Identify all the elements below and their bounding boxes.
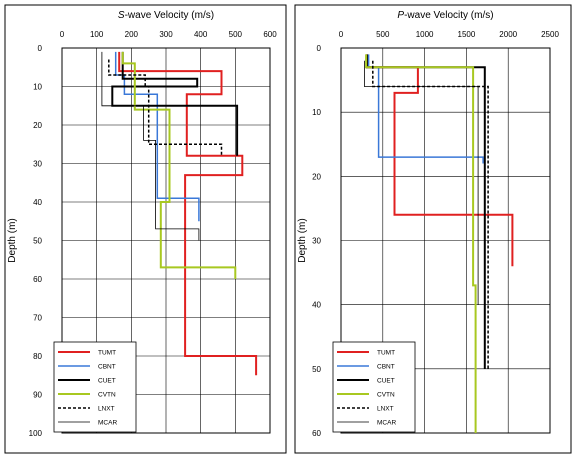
chart-title-italic: P (397, 10, 404, 21)
x-tick-label: 2500 (541, 30, 559, 39)
y-tick-label: 100 (29, 429, 43, 438)
legend-label-cvtn: CVTN (377, 392, 395, 399)
x-tick-label: 100 (90, 30, 104, 39)
x-tick-label: 1500 (458, 30, 476, 39)
y-tick-label: 50 (33, 237, 42, 246)
y-tick-label: 30 (312, 237, 321, 246)
series-line-lnxt (108, 59, 223, 156)
legend-label-mcar: MCAR (377, 420, 396, 427)
y-tick-label: 90 (33, 391, 42, 400)
y-tick-label: 0 (317, 44, 322, 53)
legend-label-cvtn: CVTN (98, 392, 116, 399)
series-line-cvtn (121, 51, 237, 279)
x-tick-label: 2000 (499, 30, 517, 39)
plot-area (61, 47, 271, 434)
legend: TUMT CBNT CUET CVTN LNXT MCAR (53, 341, 137, 433)
series-line-mcar (101, 51, 200, 241)
chart-title-italic: S (118, 10, 125, 21)
series-line-tumt (118, 51, 258, 376)
y-tick-label: 60 (33, 275, 42, 284)
legend-label-tumt: TUMT (98, 350, 116, 357)
legend-label-tumt: TUMT (377, 350, 395, 357)
y-tick-label: 10 (33, 83, 42, 92)
legend: TUMT CBNT CUET CVTN LNXT MCAR (332, 341, 416, 433)
y-tick-label: 0 (38, 44, 43, 53)
legend-box (53, 341, 137, 433)
chart-panel-2: P-wave Velocity (m/s)0 500 1000 1500 2000 250… (294, 4, 572, 454)
chart-title: P-wave Velocity (m/s) (397, 10, 493, 21)
chart-panel-1: S-wave Velocity (m/s)0 100 200 300 400 500 600… (4, 4, 287, 454)
series-line-lnxt (372, 60, 489, 369)
series-line-mcar (363, 60, 479, 305)
legend-label-lnxt: LNXT (98, 406, 115, 413)
y-tick-label: 60 (312, 429, 321, 438)
x-tick-label: 500 (376, 30, 390, 39)
series-line-cvtn (365, 54, 477, 433)
y-tick-label: 20 (312, 172, 321, 181)
legend-label-cuet: CUET (98, 378, 116, 385)
y-tick-label: 20 (33, 121, 42, 130)
x-tick-label: 300 (159, 30, 173, 39)
y-tick-label: 70 (33, 314, 42, 323)
panel-frame (4, 4, 287, 454)
x-tick-label: 400 (194, 30, 208, 39)
legend-label-mcar: MCAR (98, 420, 117, 427)
x-tick-label: 0 (339, 30, 344, 39)
y-tick-label: 30 (33, 160, 42, 169)
x-tick-label: 1000 (416, 30, 434, 39)
legend-label-cbnt: CBNT (98, 364, 116, 371)
y-tick-label: 10 (312, 108, 321, 117)
series-line-cuet (365, 54, 486, 369)
y-tick-label: 50 (312, 365, 321, 374)
legend-label-cbnt: CBNT (377, 364, 395, 371)
series-line-cuet (111, 51, 239, 156)
y-tick-label: 40 (33, 198, 42, 207)
chart-title-rest: -wave Velocity (m/s) (125, 10, 214, 21)
y-axis-label: Depth (m) (7, 218, 18, 262)
series-line-cbnt (114, 51, 200, 222)
x-tick-label: 0 (60, 30, 65, 39)
plot-area (340, 47, 551, 434)
panel-frame (294, 4, 572, 454)
chart-title-rest: -wave Velocity (m/s) (404, 10, 493, 21)
y-tick-label: 40 (312, 301, 321, 310)
legend-label-cuet: CUET (377, 378, 395, 385)
x-tick-label: 200 (125, 30, 139, 39)
x-tick-label: 500 (229, 30, 243, 39)
chart-title: S-wave Velocity (m/s) (118, 10, 214, 21)
legend-label-lnxt: LNXT (377, 406, 394, 413)
y-tick-label: 80 (33, 352, 42, 361)
x-tick-label: 600 (263, 30, 277, 39)
y-axis-label: Depth (m) (297, 218, 308, 262)
legend-box (332, 341, 416, 433)
series-line-cbnt (367, 54, 484, 164)
